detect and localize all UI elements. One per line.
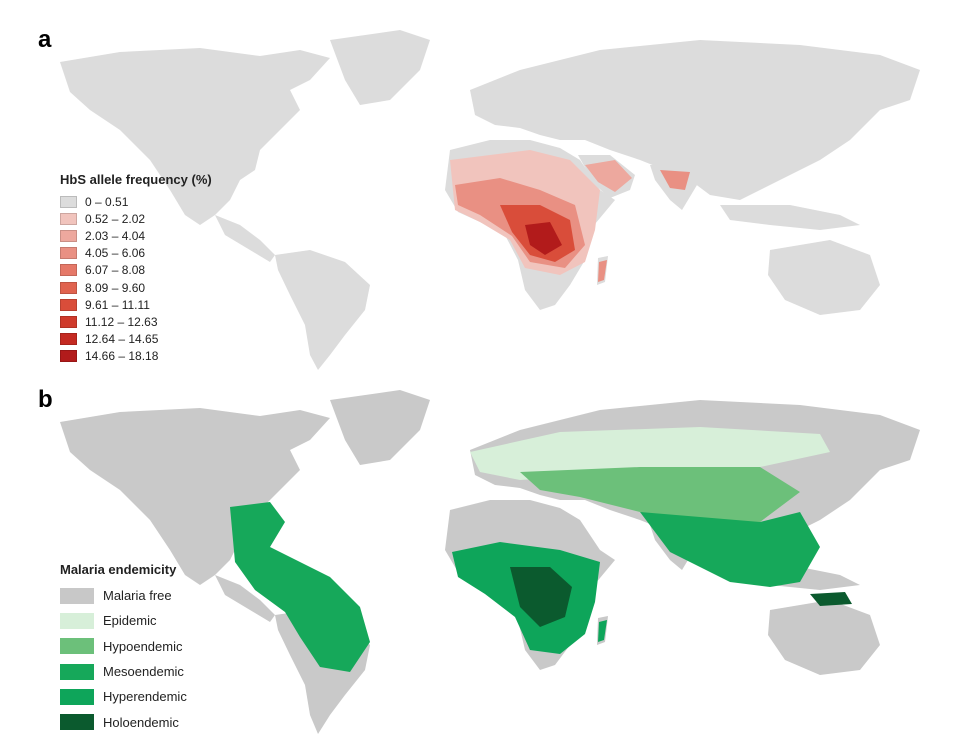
north-america	[60, 408, 330, 585]
hbs-madagascar	[598, 260, 607, 282]
hbs-arabia	[585, 160, 632, 192]
hbs-legend-item: 4.05 – 6.06	[60, 245, 212, 262]
hbs-legend-item: 0 – 0.51	[60, 193, 212, 210]
png-holoendemic	[810, 592, 852, 606]
hbs-overlay	[450, 150, 690, 282]
south-america	[275, 250, 370, 370]
central-america	[215, 575, 275, 622]
malaria-legend-swatch	[60, 587, 94, 604]
madagascar-endemic	[598, 620, 607, 642]
hbs-legend-label: 8.09 – 9.60	[85, 280, 146, 295]
hbs-legend-label: 11.12 – 12.63	[85, 314, 158, 329]
malaria-legend-item: Mesoendemic	[60, 659, 187, 684]
panel-letter-b: b	[38, 386, 53, 413]
malaria-legend-items: Malaria free Epidemic Hypoendemic Mesoendem…	[60, 583, 187, 735]
eurasia	[470, 40, 920, 200]
malaria-legend-swatch	[60, 612, 94, 629]
asia-endemic	[640, 512, 820, 587]
greenland	[330, 30, 430, 105]
africa-holoendemic	[510, 567, 572, 627]
hbs-legend-swatch	[60, 350, 77, 363]
hbs-legend-swatch	[60, 315, 77, 328]
hbs-zone-peak	[525, 222, 562, 255]
hbs-india	[660, 170, 690, 190]
hbs-legend-swatch	[60, 212, 77, 225]
hbs-legend-item: 14.66 – 18.18	[60, 348, 212, 365]
malaria-legend-swatch	[60, 663, 94, 680]
world-map-malaria	[60, 390, 920, 734]
hbs-legend-item: 8.09 – 9.60	[60, 279, 212, 296]
hbs-legend-label: 0.52 – 2.02	[85, 211, 146, 226]
malaria-legend-title: Malaria endemicity	[60, 562, 177, 577]
indonesia	[720, 205, 860, 230]
hbs-legend-label: 12.64 – 14.65	[85, 332, 159, 347]
hbs-legend-title: HbS allele frequency (%)	[60, 172, 212, 187]
hbs-legend-item: 0.52 – 2.02	[60, 210, 212, 227]
americas-endemic	[230, 502, 370, 672]
epidemic-zone	[470, 427, 830, 480]
hbs-legend-item: 2.03 – 4.04	[60, 227, 212, 244]
malaria-legend-item: Epidemic	[60, 608, 187, 633]
hbs-legend-label: 6.07 – 8.08	[85, 263, 146, 278]
hypoendemic-zone	[520, 467, 800, 532]
malaria-legend-item: Malaria free	[60, 583, 187, 608]
malaria-legend-label: Malaria free	[103, 588, 172, 604]
hbs-legend-swatch	[60, 333, 77, 346]
malaria-legend-label: Mesoendemic	[103, 664, 184, 680]
hbs-legend-swatch	[60, 298, 77, 311]
hbs-legend-item: 6.07 – 8.08	[60, 262, 212, 279]
hbs-legend-swatch	[60, 281, 77, 294]
hbs-legend-label: 14.66 – 18.18	[85, 349, 159, 364]
panel-b-malaria-map: b Malaria endemicity Malaria free Epidemi…	[0, 372, 977, 742]
malaria-legend-label: Hyperendemic	[103, 689, 187, 705]
malaria-legend-label: Holoendemic	[103, 714, 179, 730]
hbs-legend-swatch	[60, 229, 77, 242]
australia	[768, 600, 880, 675]
malaria-legend-item: Hyperendemic	[60, 684, 187, 709]
hbs-legend-item: 12.64 – 14.65	[60, 331, 212, 348]
hbs-legend-swatch	[60, 247, 77, 260]
world-map-hbs	[60, 30, 920, 370]
hbs-legend-label: 4.05 – 6.06	[85, 246, 146, 261]
hbs-legend-items: 0 – 0.51 0.52 – 2.02 2.03 – 4.04 4.05 – 6.0…	[60, 193, 212, 365]
hbs-legend-label: 9.61 – 11.11	[85, 297, 150, 312]
hbs-legend-item: 9.61 – 11.11	[60, 296, 212, 313]
hbs-legend-item: 11.12 – 12.63	[60, 313, 212, 330]
malaria-legend-swatch	[60, 688, 94, 705]
malaria-legend-swatch	[60, 638, 94, 655]
greenland	[330, 390, 430, 465]
malaria-legend-item: Holoendemic	[60, 709, 187, 734]
hbs-legend-swatch	[60, 195, 77, 208]
malaria-legend: Malaria endemicity Malaria free Epidemic H…	[60, 562, 187, 735]
malaria-overlay	[230, 427, 852, 672]
malaria-legend-swatch	[60, 714, 94, 731]
central-america	[215, 215, 275, 262]
malaria-legend-label: Hypoendemic	[103, 638, 183, 654]
malaria-legend-item: Hypoendemic	[60, 634, 187, 659]
panel-a-hbs-map: a HbS allele frequency (%) 0 – 0.51 0.52 …	[38, 26, 920, 370]
hbs-legend-label: 0 – 0.51	[85, 194, 129, 209]
hbs-legend-swatch	[60, 264, 77, 277]
australia	[768, 240, 880, 315]
hbs-legend-label: 2.03 – 4.04	[85, 228, 146, 243]
north-america	[60, 48, 330, 225]
malaria-legend-label: Epidemic	[103, 613, 157, 629]
panel-letter-a: a	[38, 26, 52, 53]
hbs-legend: HbS allele frequency (%) 0 – 0.51 0.52 – …	[60, 172, 212, 365]
